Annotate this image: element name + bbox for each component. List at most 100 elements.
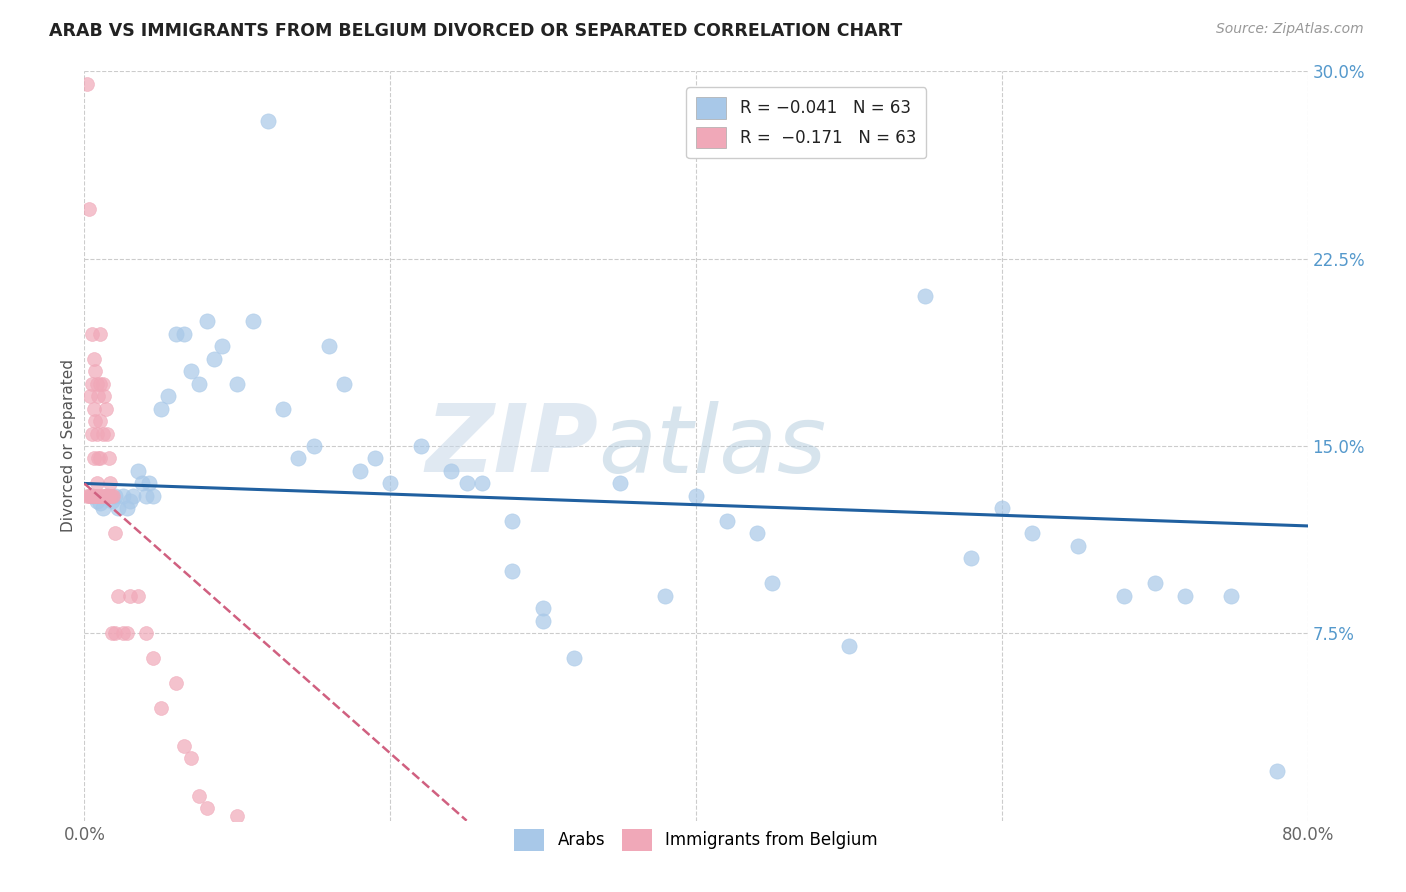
Point (173, 739, 195, 753)
Point (287, 451, 309, 466)
Point (257, 114, 280, 128)
Point (86, 426, 108, 441)
Point (86, 376, 108, 391)
Point (89, 451, 111, 466)
Point (89, 376, 111, 391)
Point (180, 751, 202, 765)
Point (716, 514, 738, 528)
Point (79, 489, 101, 503)
Point (80, 489, 103, 503)
Point (135, 489, 157, 503)
Point (96, 426, 118, 441)
Point (440, 464, 463, 478)
Text: atlas: atlas (598, 401, 827, 491)
Point (83, 401, 105, 416)
Point (80, 489, 103, 503)
Point (242, 314, 264, 328)
Point (84, 414, 107, 428)
Point (747, 526, 769, 541)
Point (96, 489, 118, 503)
Text: ZIP: ZIP (425, 400, 598, 492)
Point (104, 526, 127, 541)
Point (991, 501, 1014, 516)
Point (101, 494, 124, 508)
Point (91, 501, 114, 516)
Point (93, 389, 115, 403)
Point (91, 376, 114, 391)
Point (180, 364, 202, 378)
Point (76, 489, 98, 503)
Point (80, 326, 103, 341)
Point (685, 489, 707, 503)
Point (87, 451, 110, 466)
Point (83, 489, 105, 503)
Point (157, 389, 180, 403)
Point (84, 489, 107, 503)
Point (101, 489, 124, 503)
Point (364, 451, 387, 466)
Point (195, 314, 218, 328)
Text: ARAB VS IMMIGRANTS FROM BELGIUM DIVORCED OR SEPARATED CORRELATION CHART: ARAB VS IMMIGRANTS FROM BELGIUM DIVORCED… (49, 22, 903, 40)
Point (1114, 589, 1136, 603)
Point (89, 326, 111, 341)
Point (83, 351, 105, 366)
Point (76, 77, 98, 91)
Point (142, 489, 165, 503)
Point (471, 476, 494, 491)
Point (165, 326, 187, 341)
Point (1174, 589, 1197, 603)
Point (142, 651, 165, 665)
Point (195, 801, 218, 815)
Point (173, 326, 195, 341)
Point (502, 564, 524, 578)
Point (93, 489, 115, 503)
Point (127, 589, 149, 603)
Point (120, 494, 142, 508)
Point (188, 789, 211, 803)
Point (79, 389, 101, 403)
Point (914, 289, 936, 303)
Y-axis label: Divorced or Separated: Divorced or Separated (60, 359, 76, 533)
Point (107, 589, 129, 603)
Point (302, 439, 325, 453)
Point (86, 494, 108, 508)
Point (77, 489, 100, 503)
Point (349, 464, 371, 478)
Point (104, 626, 127, 640)
Point (111, 489, 134, 503)
Point (226, 376, 249, 391)
Point (97, 451, 120, 466)
Point (609, 476, 631, 491)
Point (149, 401, 172, 416)
Point (89, 489, 111, 503)
Point (188, 376, 211, 391)
Point (77, 202, 100, 216)
Point (111, 626, 134, 640)
Point (97, 489, 120, 503)
Point (135, 626, 157, 640)
Point (502, 514, 524, 528)
Point (80, 426, 103, 441)
Point (83, 451, 105, 466)
Point (94, 401, 117, 416)
Point (333, 376, 356, 391)
Point (1021, 526, 1043, 541)
Point (1067, 539, 1090, 553)
Point (89, 414, 111, 428)
Point (1265, 764, 1288, 778)
Point (86, 489, 108, 503)
Point (531, 601, 554, 615)
Point (96, 489, 118, 503)
Point (409, 439, 432, 453)
Point (318, 339, 340, 353)
Point (115, 626, 138, 640)
Point (226, 808, 249, 822)
Point (138, 476, 160, 491)
Point (165, 676, 187, 690)
Point (838, 639, 860, 653)
Legend: Arabs, Immigrants from Belgium: Arabs, Immigrants from Belgium (508, 822, 884, 857)
Point (761, 576, 783, 591)
Point (562, 651, 585, 665)
Point (960, 551, 983, 566)
Point (1143, 576, 1166, 591)
